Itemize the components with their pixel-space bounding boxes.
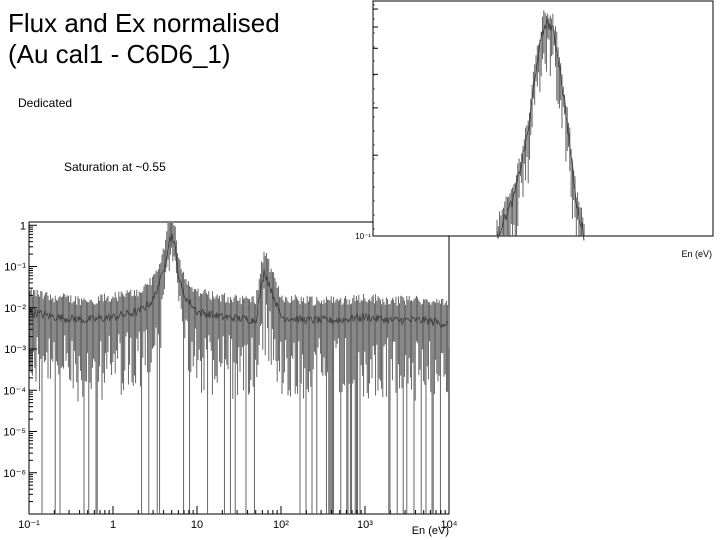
- main-y-tick-label: 1: [20, 220, 26, 232]
- note-saturation: Saturation at ~0.55: [64, 160, 166, 174]
- main-x-axis: 10⁻¹ 1 10 10² 10³ 10⁴: [18, 506, 458, 531]
- main-x-tick-label: 1: [110, 519, 116, 531]
- main-x-tick-label: 10³: [357, 519, 373, 531]
- inset-x-axis-title: En (eV): [681, 249, 712, 259]
- main-series-line: [29, 233, 449, 329]
- main-y-tick-label: 10⁻⁵: [3, 427, 26, 439]
- main-y-tick-label: 10⁻⁶: [3, 468, 26, 480]
- main-y-tick-label: 10⁻²: [4, 303, 26, 315]
- main-y-tick-label: 10⁻³: [4, 344, 26, 356]
- main-x-axis-title: En (eV): [412, 525, 449, 537]
- main-y-axis: 1 10⁻¹ 10⁻² 10⁻³ 10⁻⁴ 10⁻⁵ 10⁻⁶: [3, 220, 37, 503]
- main-noise-histogram: [29, 223, 450, 514]
- inset-chart: 10⁻¹ En (eV): [355, 0, 714, 259]
- inset-plot-frame: [372, 0, 714, 237]
- main-x-tick-label: 10⁴: [441, 519, 458, 531]
- main-chart: 10⁻¹ 1 10 10² 10³ 10⁴ 1 10⁻¹ 10⁻² 10⁻³ 10⁻⁴ 10⁻⁵ 10…: [3, 220, 458, 537]
- main-x-tick-label: 10⁻¹: [18, 519, 40, 531]
- main-x-tick-label: 10: [191, 519, 203, 531]
- note-dedicated: Dedicated: [18, 96, 73, 110]
- inset-y-tick-label: 10⁻¹: [355, 232, 371, 241]
- page-title: Flux and Ex normalised (Au cal1 - C6D6_1…: [8, 8, 280, 69]
- inset-y-axis: 10⁻¹: [355, 4, 378, 241]
- main-y-tick-label: 10⁻¹: [4, 262, 26, 274]
- main-y-tick-label: 10⁻⁴: [3, 385, 26, 397]
- inset-series-line: [496, 17, 585, 241]
- main-noise-bars: [29, 223, 450, 514]
- main-x-tick-label: 10²: [273, 519, 289, 531]
